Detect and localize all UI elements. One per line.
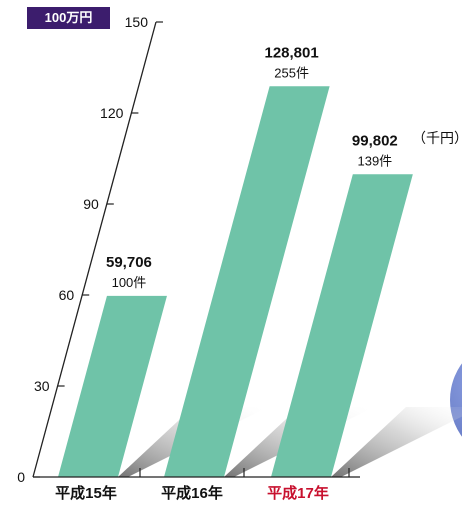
bar-3 — [271, 174, 413, 477]
y-tick-label: 120 — [100, 105, 124, 121]
y-tick-label: 60 — [59, 287, 75, 303]
x-category-label: 平成15年 — [55, 484, 117, 502]
y-tick-label: 30 — [34, 378, 50, 394]
bar-count-label: 100件 — [112, 275, 147, 290]
bar-1 — [58, 295, 167, 477]
y-unit-badge: 100万円 — [27, 7, 110, 29]
value-unit-label: （千円） — [412, 130, 462, 146]
y-tick-label: 0 — [17, 469, 25, 485]
decorative-circle — [450, 363, 462, 437]
bar-shadow — [331, 407, 462, 477]
bar-value-label: 128,801 — [264, 44, 318, 61]
x-category-label: 平成16年 — [161, 484, 223, 502]
bar-count-label: 139件 — [357, 153, 392, 168]
bar-count-label: 255件 — [274, 65, 309, 80]
bar-2 — [164, 86, 330, 477]
bar-value-label: 59,706 — [106, 254, 152, 271]
x-category-label: 平成17年 — [267, 484, 329, 502]
y-tick-label: 150 — [125, 14, 149, 30]
y-tick-label: 90 — [83, 196, 99, 212]
y-axis-line — [32, 21, 157, 478]
bar-value-label: 99,802 — [352, 132, 398, 149]
